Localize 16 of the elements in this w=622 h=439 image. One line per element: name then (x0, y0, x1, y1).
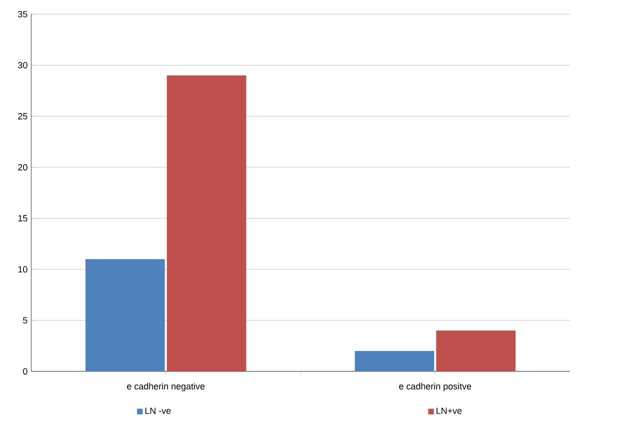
y-tick-label: 15 (18, 214, 28, 222)
y-tick-label: 20 (18, 164, 28, 170)
y-tick-label: 30 (18, 62, 28, 68)
x-tick-label: e cadherin positve (399, 382, 472, 392)
bar (354, 350, 434, 372)
bar (436, 330, 516, 372)
bar (166, 75, 246, 372)
legend-label: LN+ve (436, 408, 462, 414)
legend-label: LN -ve (145, 408, 171, 414)
x-tick-label: e cadherin negative (127, 382, 205, 392)
y-tick-label: 10 (18, 266, 28, 272)
y-tick-label: 35 (18, 10, 28, 18)
y-tick-label: 0 (23, 368, 28, 374)
y-tick-label: 5 (23, 317, 28, 324)
y-tick-label: 25 (18, 112, 28, 120)
bar (85, 258, 165, 372)
